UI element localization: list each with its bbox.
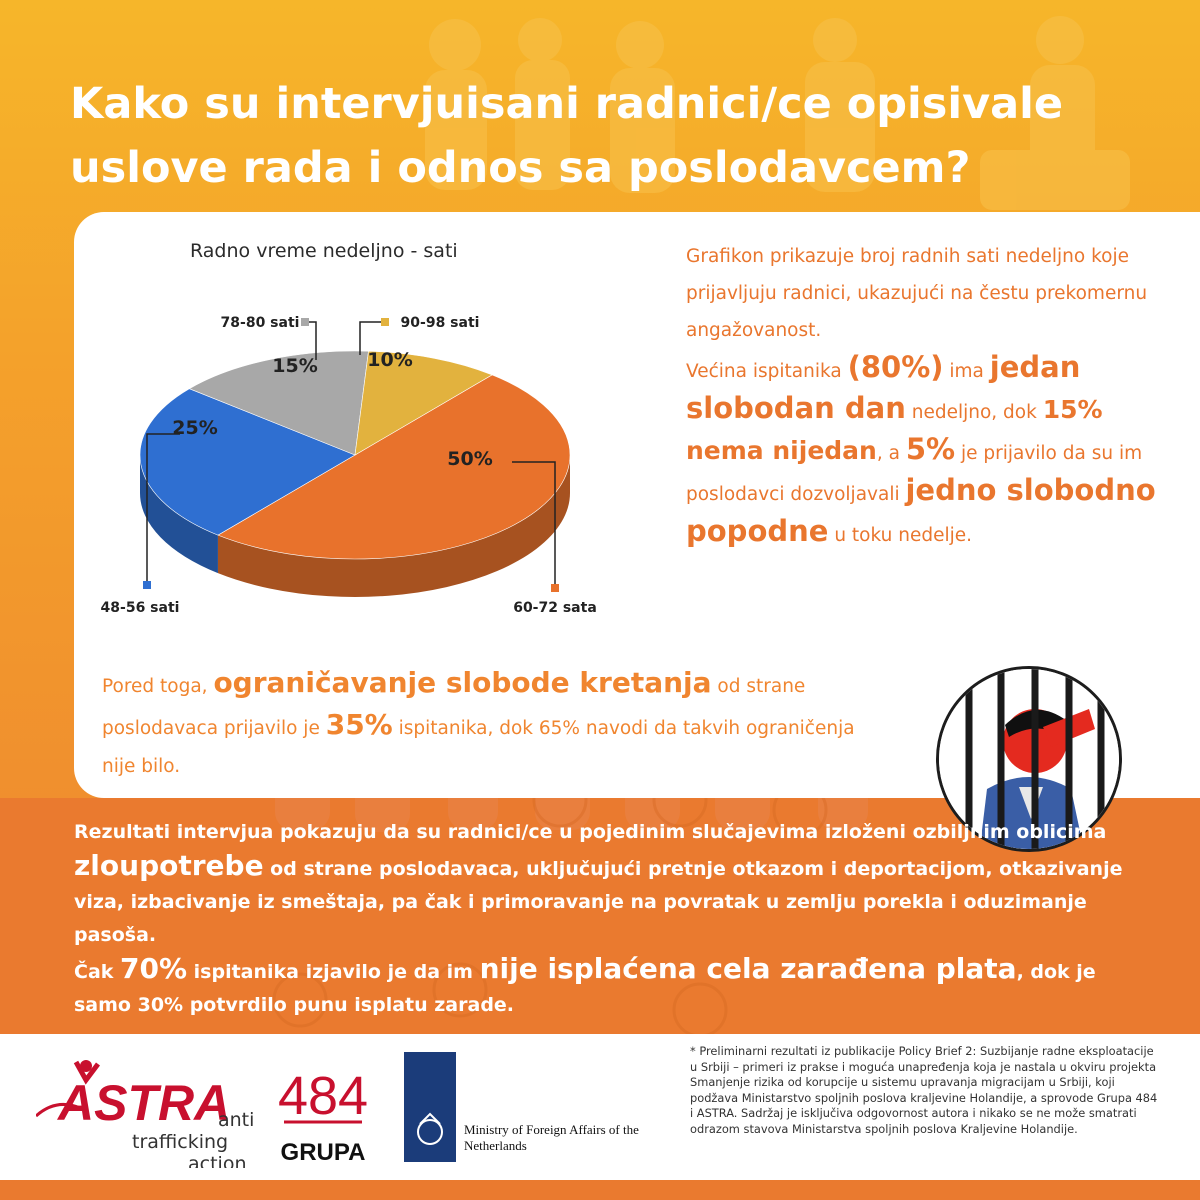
footer-background xyxy=(0,1034,1200,1180)
callout-line-0 xyxy=(512,461,556,585)
callout-line-3 xyxy=(359,321,385,355)
chart-title: Radno vreme nedeljno - sati xyxy=(190,240,458,262)
description-paragraph: Grafikon prikazuje broj radnih sati nede… xyxy=(686,246,1148,341)
chart-description: Grafikon prikazuje broj radnih sati nede… xyxy=(686,238,1156,554)
abuse-paragraph: Rezultati intervjua pokazuju da su radni… xyxy=(74,821,1123,946)
page-title: Kako su intervjuisani radnici/ce opisiva… xyxy=(70,72,1170,200)
legend-marker-0 xyxy=(551,584,559,592)
grupa-484-logo: 484 GRUPA xyxy=(278,1066,368,1166)
astra-trafficking: trafficking xyxy=(132,1131,228,1153)
pie-slice-60-72 sata xyxy=(217,374,570,560)
slice-value-label: 25% xyxy=(172,417,217,439)
grupa-number: 484 xyxy=(278,1066,368,1126)
pie-slice-90-98 sati xyxy=(354,350,493,456)
pie-slice-78-80 sati xyxy=(188,350,369,456)
grupa-name: GRUPA xyxy=(281,1139,366,1166)
pie-side-0 xyxy=(217,455,570,597)
astra-name: ASTRA xyxy=(56,1075,230,1131)
days-off-paragraph: Većina ispitanika (80%) ima jedan slobod… xyxy=(686,350,1156,548)
bottom-strip xyxy=(0,1180,1200,1200)
nl-line-1: Ministry of Foreign Affairs of the xyxy=(464,1122,639,1137)
footnote: * Preliminarni rezultati iz publikacije … xyxy=(690,1044,1158,1136)
pie-slice-48-56 sati xyxy=(139,388,356,536)
nl-line-2: Netherlands xyxy=(464,1138,527,1153)
slice-value-label: 50% xyxy=(447,448,492,470)
netherlands-ministry-logo: Ministry of Foreign Affairs of the Nethe… xyxy=(404,1052,639,1162)
slice-value-label: 15% xyxy=(272,355,317,377)
astra-anti: anti xyxy=(218,1109,254,1131)
pie-chart: 50% 60-72 sata 25% 48-56 sati 15% 78-80 sati 1… xyxy=(101,315,597,616)
callout-line-1 xyxy=(146,433,180,582)
prisoner-illustration xyxy=(936,666,1122,852)
title-line-1: Kako su intervjuisani radnici/ce opisiva… xyxy=(70,79,1064,129)
slice-category-label: 90-98 sati xyxy=(401,315,480,331)
legend-marker-1 xyxy=(143,581,151,589)
abuse-findings-text: Rezultati intervjua pokazuju da su radni… xyxy=(74,816,1154,1022)
title-line-2: uslove rada i odnos sa poslodavcem? xyxy=(70,143,971,193)
pie-side-1 xyxy=(140,455,218,574)
legend-marker-2 xyxy=(301,318,309,326)
astra-logo: ASTRA anti trafficking action xyxy=(36,1060,254,1168)
legend-marker-3 xyxy=(381,318,389,326)
astra-action: action xyxy=(188,1153,246,1168)
slice-value-label: 10% xyxy=(367,349,412,371)
wage-paragraph: Čak 70% ispitanika izjavilo je da im nij… xyxy=(74,952,1096,1016)
movement-restriction-paragraph: Pored toga, ograničavanje slobode kretan… xyxy=(102,666,855,777)
slice-category-label: 78-80 sati xyxy=(221,315,300,331)
slice-category-label: 60-72 sata xyxy=(513,600,597,616)
slice-category-label: 48-56 sati xyxy=(101,600,180,616)
